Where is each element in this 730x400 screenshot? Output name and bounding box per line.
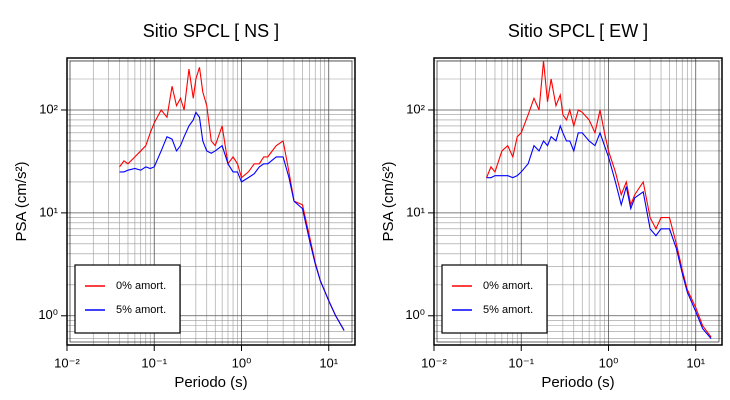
- series-line: [119, 111, 345, 331]
- chart-title: Sitio SPCL [ NS ]: [143, 21, 279, 41]
- legend-label: 5% amort.: [483, 304, 533, 316]
- panel: 10⁻² 10⁻¹ 10⁰ 10¹ 10⁰ 10¹ 10² Sitio SPCL [ EW ]…: [380, 21, 723, 391]
- y-tick-label: 10²: [39, 101, 58, 116]
- legend-label: 5% amort.: [116, 304, 166, 316]
- legend: 0% amort. 5% amort.: [441, 264, 548, 334]
- y-tick-label: 10¹: [406, 204, 425, 219]
- x-tick-label: 10⁻¹: [508, 355, 534, 370]
- plot-frame-inner: [436, 60, 720, 343]
- x-tick-label: 10⁰: [232, 355, 252, 370]
- x-tick-label: 10⁻²: [421, 355, 447, 370]
- x-tick-label: 10⁻¹: [141, 355, 167, 370]
- y-tick-label: 10²: [406, 101, 425, 116]
- plot-frame: [66, 57, 356, 346]
- x-tick-label: 10¹: [319, 355, 338, 370]
- series-line: [486, 60, 712, 338]
- plot-frame: [433, 57, 723, 346]
- chart-title: Sitio SPCL [ EW ]: [508, 21, 648, 41]
- legend-label: 0% amort.: [483, 280, 533, 292]
- y-tick-label: 10¹: [39, 204, 58, 219]
- panel: 10⁻² 10⁻¹ 10⁰ 10¹ 10⁰ 10¹ 10² Sitio SPCL [ NS ]…: [13, 21, 356, 391]
- legend: 0% amort. 5% amort.: [74, 264, 181, 334]
- x-tick-label: 10⁻²: [54, 355, 80, 370]
- y-axis-label: PSA (cm/s²): [380, 161, 397, 241]
- x-tick-label: 10⁰: [599, 355, 619, 370]
- legend-box: [441, 264, 548, 334]
- x-axis-label: Periodo (s): [541, 374, 614, 391]
- legend-box: [74, 264, 181, 334]
- legend-label: 0% amort.: [116, 280, 166, 292]
- y-axis-label: PSA (cm/s²): [13, 161, 30, 241]
- x-tick-label: 10¹: [686, 355, 705, 370]
- series-line: [486, 124, 712, 339]
- x-axis-label: Periodo (s): [174, 374, 247, 391]
- y-tick-label: 10⁰: [38, 307, 58, 322]
- y-tick-label: 10⁰: [405, 307, 425, 322]
- plot-frame-inner: [69, 60, 353, 343]
